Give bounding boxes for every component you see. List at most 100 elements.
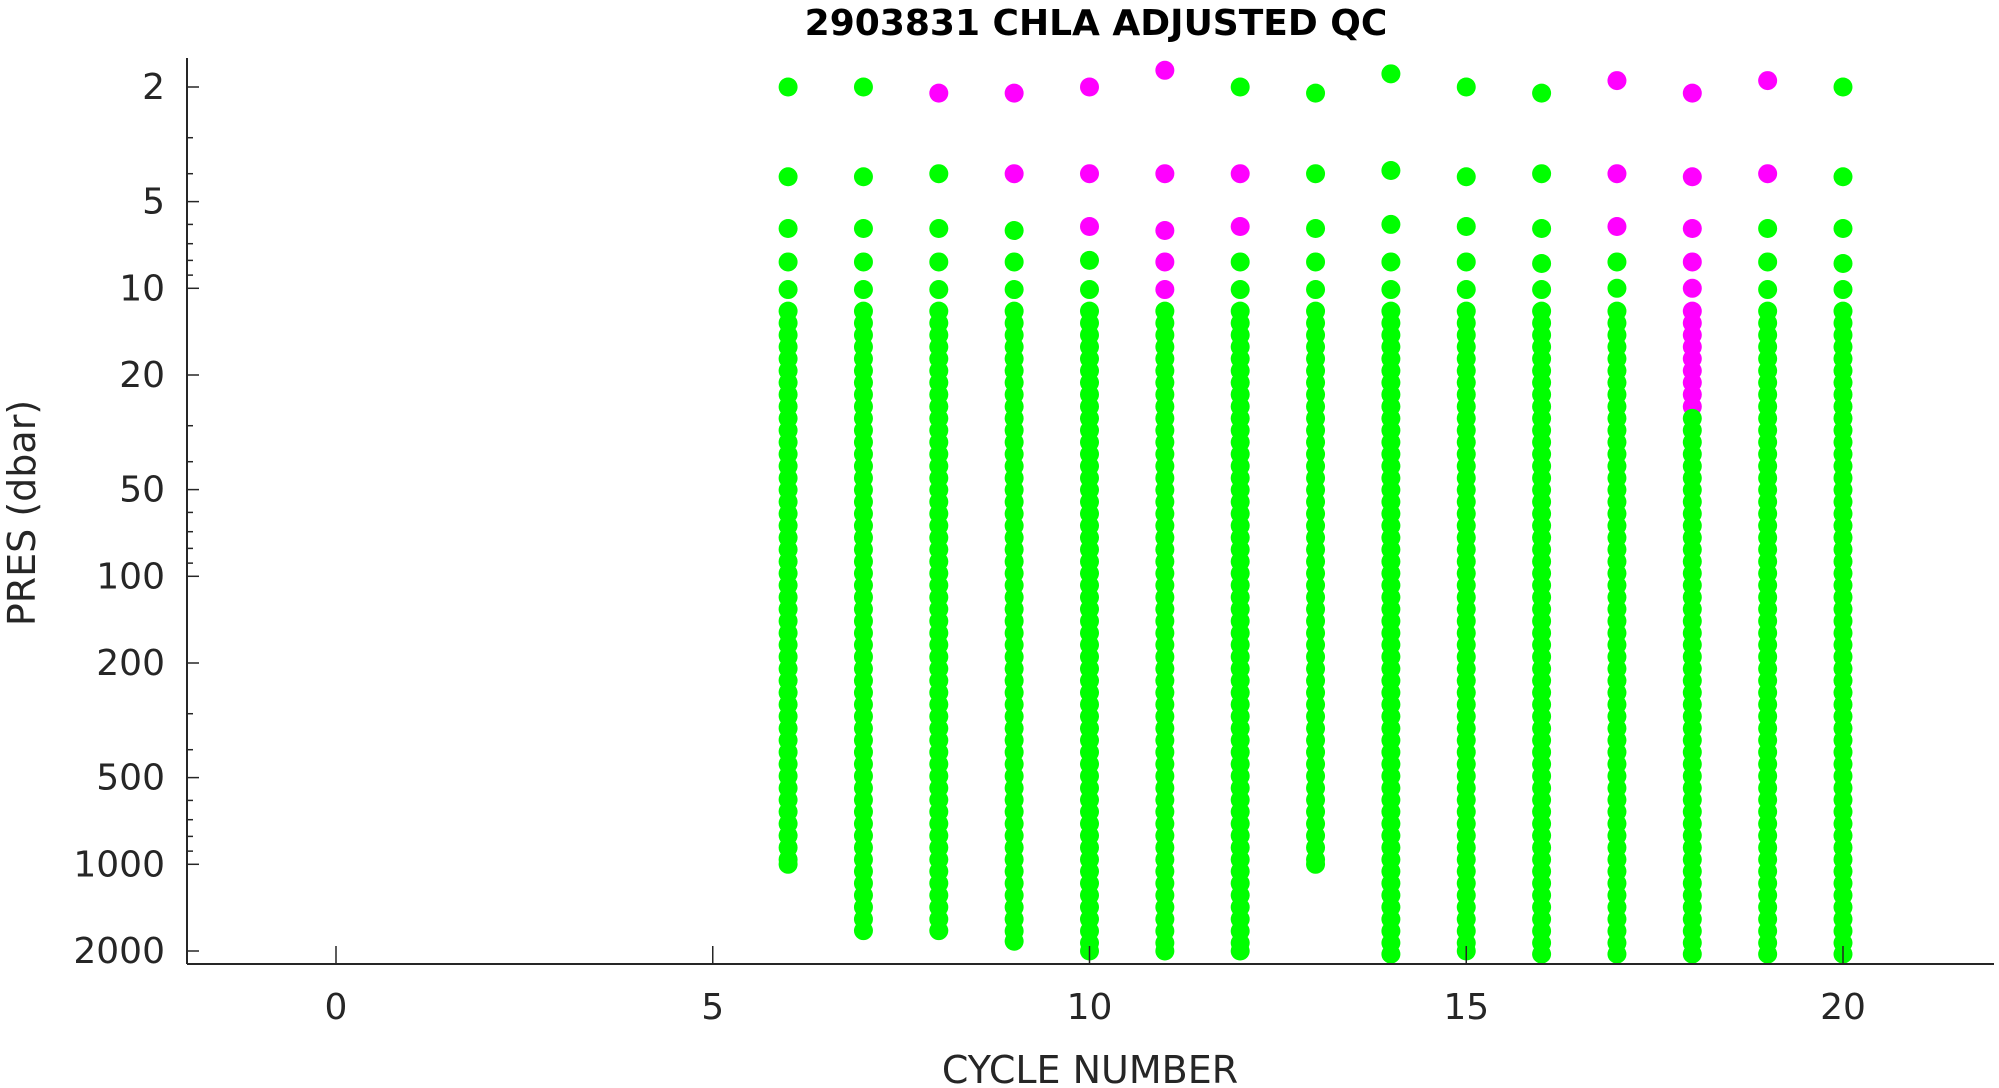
data-point: [1532, 944, 1552, 964]
x-tick-label: 0: [325, 987, 348, 1028]
data-point: [1682, 944, 1702, 964]
data-point: [1758, 252, 1778, 272]
x-axis-ticks: 0 5 10 15 20: [325, 946, 1866, 1028]
data-point: [1456, 216, 1476, 236]
data-point: [1306, 280, 1326, 300]
data-point: [1833, 77, 1853, 97]
data-point: [1155, 252, 1175, 272]
data-point: [1230, 252, 1250, 272]
y-tick-label: 10: [119, 268, 165, 309]
data-point: [1607, 252, 1627, 272]
data-point: [1833, 167, 1853, 187]
data-point: [1230, 164, 1250, 184]
data-point: [1004, 164, 1024, 184]
data-point: [1532, 83, 1552, 103]
data-point: [1306, 252, 1326, 272]
data-point: [1155, 941, 1175, 961]
data-point: [1080, 250, 1099, 270]
data-point: [1306, 164, 1326, 184]
y-tick-label: 500: [96, 758, 165, 799]
data-point: [1080, 164, 1099, 184]
data-point: [778, 219, 798, 239]
data-point: [1607, 278, 1627, 298]
data-point: [1682, 278, 1702, 298]
data-point: [853, 280, 873, 300]
data-point: [1833, 219, 1853, 239]
data-point: [1607, 71, 1627, 91]
data-point: [1080, 280, 1099, 300]
data-point: [1004, 83, 1024, 103]
data-point: [1381, 64, 1401, 84]
data-point: [1230, 941, 1250, 961]
data-point: [853, 219, 873, 239]
data-point: [1155, 164, 1175, 184]
data-point: [1306, 83, 1326, 103]
data-point: [1381, 161, 1401, 181]
y-tick-label: 2000: [73, 931, 165, 972]
data-point: [853, 167, 873, 187]
data-point: [1155, 280, 1175, 300]
data-point: [1004, 221, 1024, 241]
data-point: [1381, 944, 1401, 964]
data-point: [929, 83, 949, 103]
data-point: [1004, 252, 1024, 272]
data-point: [1381, 214, 1401, 234]
data-point: [778, 854, 798, 874]
data-point: [1682, 167, 1702, 187]
data-point: [1004, 931, 1024, 951]
data-point: [1004, 280, 1024, 300]
x-tick-label: 5: [701, 987, 724, 1028]
data-point: [1080, 216, 1099, 236]
data-point: [1758, 71, 1778, 91]
data-point: [1306, 219, 1326, 239]
data-point: [1456, 167, 1476, 187]
data-point: [1607, 216, 1627, 236]
data-point: [1456, 252, 1476, 272]
data-point: [929, 252, 949, 272]
data-point: [1080, 77, 1099, 97]
data-point: [1230, 280, 1250, 300]
data-point: [1456, 77, 1476, 97]
data-point: [853, 77, 873, 97]
y-tick-label: 20: [119, 355, 165, 396]
y-tick-label: 2: [142, 67, 165, 108]
data-point: [929, 280, 949, 300]
data-point: [1456, 280, 1476, 300]
data-point: [778, 77, 798, 97]
y-tick-label: 200: [96, 643, 165, 684]
data-point: [1532, 253, 1552, 273]
y-tick-label: 5: [142, 182, 165, 223]
y-axis-label: PRES (dbar): [0, 400, 44, 626]
data-point: [1682, 83, 1702, 103]
y-tick-label: 50: [119, 470, 165, 511]
data-point: [1532, 280, 1552, 300]
data-point: [1230, 216, 1250, 236]
y-tick-label: 100: [96, 556, 165, 597]
data-point: [1607, 944, 1627, 964]
data-point: [1833, 253, 1853, 273]
data-point: [1607, 164, 1627, 184]
scatter-points: [778, 60, 1853, 964]
data-point: [1758, 944, 1778, 964]
data-point: [1381, 252, 1401, 272]
data-point: [853, 921, 873, 941]
data-point: [1758, 219, 1778, 239]
data-point: [1230, 77, 1250, 97]
x-tick-label: 10: [1067, 987, 1113, 1028]
data-point: [778, 280, 798, 300]
data-point: [1306, 854, 1326, 874]
data-point: [1833, 280, 1853, 300]
data-point: [1682, 252, 1702, 272]
y-tick-label: 1000: [73, 844, 165, 885]
data-point: [1682, 219, 1702, 239]
y-axis-ticks: 2 5 10 20 50 100 200 500 1000 2000: [73, 67, 199, 972]
data-point: [778, 252, 798, 272]
data-point: [929, 921, 949, 941]
data-point: [929, 219, 949, 239]
data-point: [853, 252, 873, 272]
data-point: [1758, 164, 1778, 184]
x-tick-label: 15: [1443, 987, 1489, 1028]
data-point: [1155, 221, 1175, 241]
data-point: [929, 164, 949, 184]
